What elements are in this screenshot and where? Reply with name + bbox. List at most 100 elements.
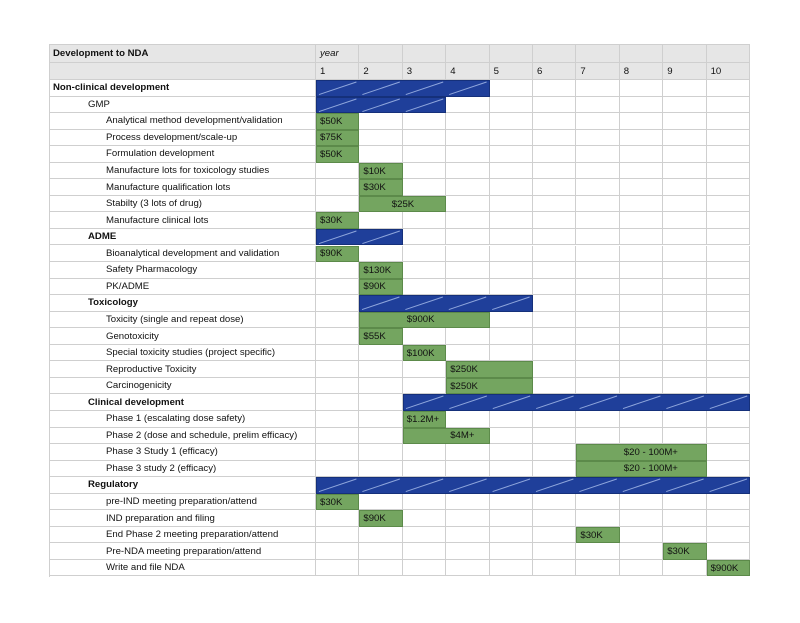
task-label: Bioanalytical development and validation — [106, 247, 280, 259]
grid-cell — [619, 411, 664, 428]
hatch-line — [579, 395, 617, 410]
cost-label: $30K — [320, 496, 343, 508]
task-bar: $90K — [359, 278, 403, 296]
phase-bar-hatch — [318, 98, 444, 112]
grid-cell — [706, 361, 750, 378]
grid-cell — [576, 427, 620, 445]
task-bar: $20 - 100M+ — [576, 444, 707, 461]
year-number: 5 — [493, 65, 499, 77]
grid-cell — [446, 162, 490, 180]
grid-cell — [533, 559, 577, 577]
hatch-line — [318, 230, 357, 244]
grid-cell — [663, 80, 707, 97]
grid-cell — [706, 96, 750, 114]
phase-bar — [316, 80, 490, 97]
grid-cell — [446, 278, 490, 296]
grid-cell — [402, 460, 447, 478]
grid-cell — [576, 113, 620, 130]
grid-cell — [706, 162, 750, 180]
cost-label: $250K — [450, 380, 478, 392]
grid-cell — [533, 179, 577, 196]
grid-cell — [489, 510, 533, 527]
task-label: Pre-NDA meeting preparation/attend — [106, 545, 262, 557]
grid-cell — [533, 146, 577, 163]
grid-cell — [576, 510, 620, 527]
grid-cell — [619, 377, 664, 395]
hatch-line — [318, 81, 357, 96]
grid-cell — [663, 278, 707, 296]
hatch-line — [362, 296, 400, 311]
grid-cell — [706, 212, 750, 229]
grid-cell — [619, 146, 664, 163]
cost-label: $30K — [667, 546, 690, 558]
task-bar: $20 - 100M+ — [576, 460, 707, 478]
row-label-cell: Analytical method development/validation — [49, 113, 316, 130]
row-label-cell: Phase 1 (escalating dose safety) — [49, 411, 316, 428]
grid-cell — [402, 179, 447, 196]
phase-bar-hatch — [405, 395, 748, 410]
grid-cell — [619, 179, 664, 196]
grid-cell — [359, 245, 403, 263]
grid-cell — [533, 427, 577, 445]
row-label-cell: Non-clinical development — [49, 80, 316, 97]
grid-cell — [402, 361, 447, 378]
grid-cell — [576, 278, 620, 296]
grid-cell — [706, 179, 750, 196]
grid-cell — [663, 361, 707, 378]
row-label-cell: PK/ADME — [49, 278, 316, 296]
year-number: 9 — [667, 65, 673, 77]
row-label-cell: Stabilty (3 lots of drug) — [49, 195, 316, 213]
grid-cell — [533, 162, 577, 180]
grid-cell — [706, 262, 750, 279]
year-header: 3 — [402, 63, 447, 80]
header-blank-cell — [619, 44, 664, 63]
year-header: 1 — [316, 63, 360, 80]
year-header: 4 — [446, 63, 490, 80]
grid-cell — [316, 195, 360, 213]
phase-label: ADME — [88, 231, 117, 243]
task-label: IND preparation and filing — [106, 512, 215, 524]
grid-cell — [619, 543, 664, 560]
grid-cell — [359, 361, 403, 378]
row-label-cell: Reproductive Toxicity — [49, 361, 316, 378]
grid-cell — [533, 543, 577, 560]
grid-cell — [489, 460, 533, 478]
grid-cell — [402, 212, 447, 229]
grid-cell — [663, 493, 707, 511]
grid-cell — [576, 80, 620, 97]
row-label-cell: pre-IND meeting preparation/attend — [49, 493, 316, 511]
row-label-cell: Write and file NDA — [49, 559, 316, 577]
grid-cell — [663, 113, 707, 130]
grid-cell — [359, 526, 403, 544]
grid-cell — [619, 113, 664, 130]
grid-cell — [489, 245, 533, 263]
header-blank-cell — [663, 44, 707, 63]
grid-cell — [489, 278, 533, 296]
grid-cell — [316, 278, 360, 296]
phase-bar — [359, 295, 533, 312]
header-blank-cell — [706, 44, 750, 63]
grid-cell — [533, 444, 577, 461]
task-bar: $1.2M+ — [402, 411, 447, 428]
grid-cell — [619, 311, 664, 329]
task-label: Manufacture qualification lots — [106, 181, 231, 193]
grid-cell — [402, 245, 447, 263]
grid-cell — [663, 295, 707, 312]
phase-bar-hatch — [362, 296, 531, 311]
grid-cell — [533, 295, 577, 312]
grid-cell — [619, 278, 664, 296]
year-number: 1 — [320, 65, 326, 77]
grid-cell — [402, 278, 447, 296]
cost-label: $10K — [363, 165, 386, 177]
table-title-cell: Development to NDA — [49, 44, 316, 63]
grid-cell — [489, 262, 533, 279]
grid-cell — [402, 510, 447, 527]
grid-cell — [706, 245, 750, 263]
task-bar: $250K — [446, 377, 533, 395]
cost-label: $4M+ — [450, 430, 475, 442]
grid-cell — [446, 411, 490, 428]
year-label: year — [320, 47, 339, 59]
header-blank-cell — [402, 44, 447, 63]
phase-bar — [316, 228, 403, 246]
grid-cell — [489, 411, 533, 428]
